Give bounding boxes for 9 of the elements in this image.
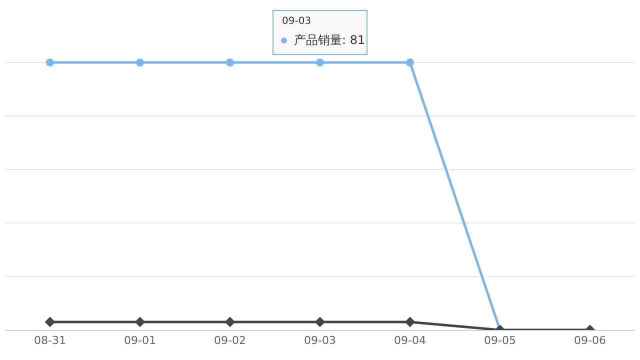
x-tick-label: 08-31 bbox=[34, 334, 66, 348]
x-tick-label: 09-04 bbox=[394, 334, 426, 348]
text: 09-03 bbox=[282, 16, 312, 27]
x-tick-label: 09-01 bbox=[124, 334, 156, 348]
x-tick-label: 09-06 bbox=[574, 334, 606, 348]
x-tick-label: 09-03 bbox=[304, 334, 336, 348]
x-tick-label: 09-02 bbox=[214, 334, 246, 348]
annotation: 产品销量: 81 bbox=[294, 33, 366, 47]
x-tick-label: 09-05 bbox=[484, 334, 516, 348]
